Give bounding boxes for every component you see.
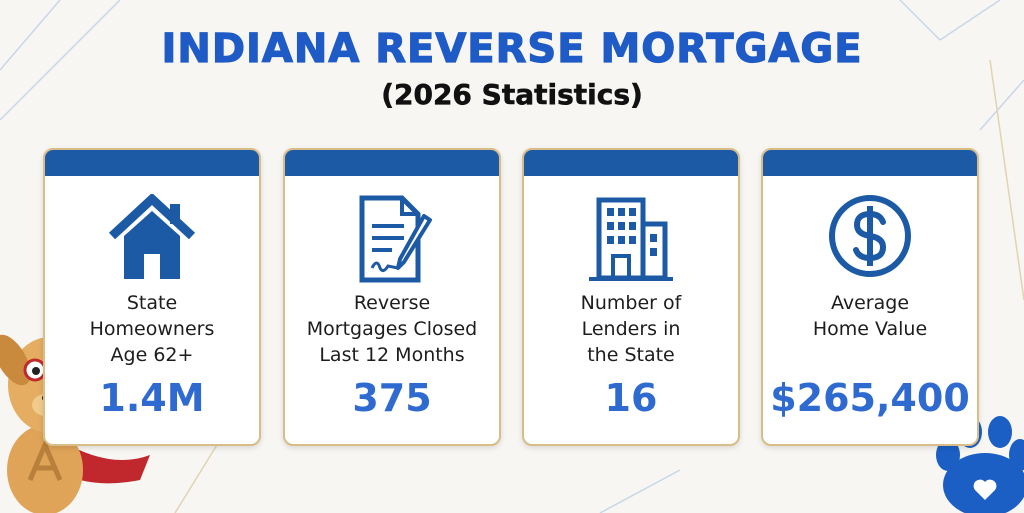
label-line: Home Value (812, 318, 928, 340)
label-line: Mortgages Closed (306, 318, 478, 340)
label-line: State (126, 292, 178, 314)
card-label: Number of Lenders in the State (524, 290, 738, 368)
card-value: 1.4M (99, 376, 205, 420)
stat-card: Reverse Mortgages Closed Last 12 Months … (283, 148, 501, 446)
card-label: State Homeowners Age 62+ (45, 290, 259, 368)
card-band (524, 150, 738, 176)
dollar-icon (829, 195, 911, 277)
card-label: Average Home Value (763, 290, 977, 342)
label-line: Last 12 Months (319, 344, 465, 366)
label-line: Homeowners (89, 318, 215, 340)
stat-card: Average Home Value $265,400 (761, 148, 979, 446)
label-line: Lenders in (581, 318, 681, 340)
card-value: 16 (604, 376, 658, 420)
label-line: Reverse (353, 292, 431, 314)
subtitle: (2026 Statistics) (381, 78, 643, 112)
stat-card: Number of Lenders in the State 16 (522, 148, 740, 446)
label-line: the State (587, 344, 675, 366)
house-icon (108, 194, 196, 279)
stat-card: State Homeowners Age 62+ 1.4M (43, 148, 261, 446)
label-line: Average (830, 292, 910, 314)
document-icon (359, 195, 432, 283)
card-value: $265,400 (770, 376, 970, 420)
card-label: Reverse Mortgages Closed Last 12 Months (285, 290, 499, 368)
card-band (285, 150, 499, 176)
title: INDIANA REVERSE MORTGAGE (161, 25, 863, 72)
label-line: Number of (580, 292, 682, 314)
label-line: Age 62+ (110, 344, 194, 366)
card-value: 375 (352, 376, 432, 420)
card-band (763, 150, 977, 176)
card-band (45, 150, 259, 176)
building-icon (589, 197, 673, 281)
